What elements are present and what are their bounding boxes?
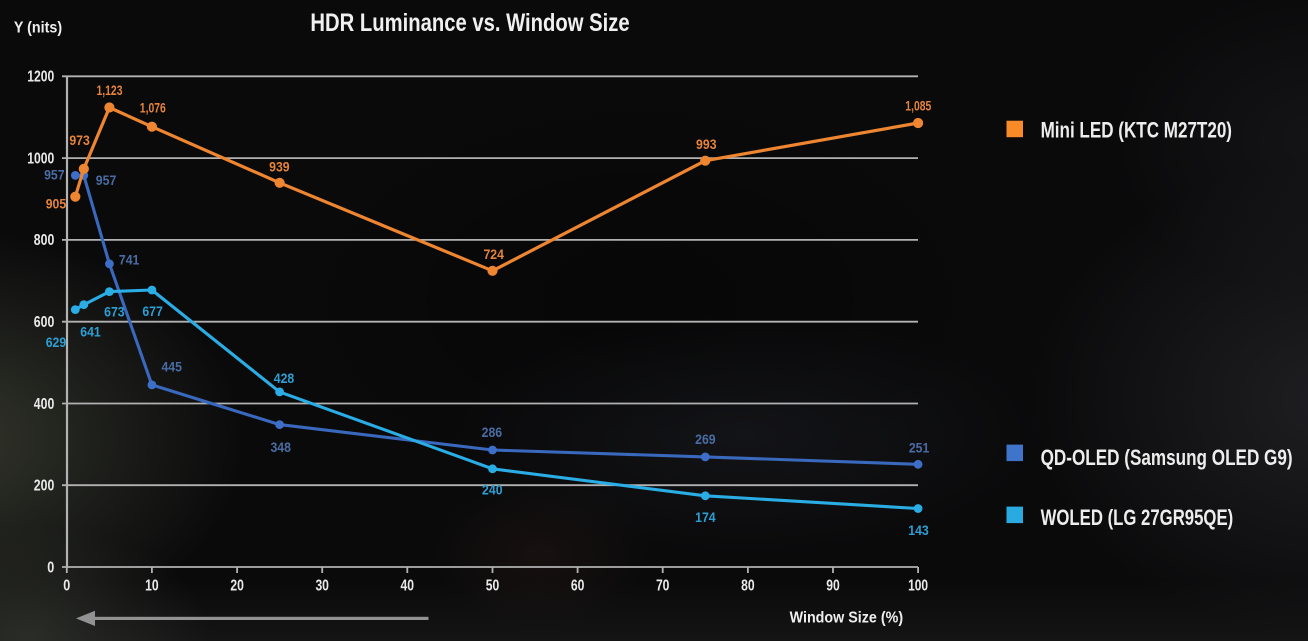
svg-text:240: 240 <box>482 482 503 497</box>
svg-text:251: 251 <box>909 441 930 456</box>
svg-text:0: 0 <box>63 578 70 595</box>
svg-text:1200: 1200 <box>27 69 54 86</box>
svg-text:348: 348 <box>270 440 291 455</box>
svg-text:939: 939 <box>269 160 290 175</box>
svg-text:90: 90 <box>826 578 840 595</box>
svg-text:174: 174 <box>695 510 716 525</box>
svg-text:600: 600 <box>34 314 55 331</box>
svg-text:60: 60 <box>571 578 585 595</box>
svg-text:70: 70 <box>656 578 670 595</box>
svg-text:673: 673 <box>104 305 125 320</box>
svg-text:30: 30 <box>315 578 329 595</box>
svg-text:428: 428 <box>274 371 295 386</box>
svg-text:QD-OLED (Samsung OLED G9): QD-OLED (Samsung OLED G9) <box>1041 445 1293 470</box>
svg-text:269: 269 <box>695 432 716 447</box>
svg-text:100: 100 <box>908 578 928 595</box>
svg-text:677: 677 <box>142 304 163 319</box>
svg-text:1,123: 1,123 <box>97 83 123 98</box>
svg-text:905: 905 <box>46 196 67 211</box>
svg-text:0: 0 <box>47 559 54 576</box>
svg-text:957: 957 <box>44 167 65 182</box>
svg-text:800: 800 <box>34 232 55 249</box>
svg-text:HDR Luminance vs. Window Size: HDR Luminance vs. Window Size <box>310 9 629 37</box>
svg-text:80: 80 <box>741 578 755 595</box>
svg-text:Y (nits): Y (nits) <box>14 20 62 37</box>
svg-text:993: 993 <box>696 137 717 152</box>
svg-text:1000: 1000 <box>27 150 54 167</box>
svg-text:400: 400 <box>34 396 55 413</box>
svg-text:WOLED (LG 27GR95QE): WOLED (LG 27GR95QE) <box>1041 505 1234 530</box>
svg-text:200: 200 <box>34 478 55 495</box>
svg-text:286: 286 <box>482 425 503 440</box>
svg-text:957: 957 <box>96 173 117 188</box>
svg-text:Window Size (%): Window Size (%) <box>790 610 904 627</box>
svg-text:Mini LED (KTC M27T20): Mini LED (KTC M27T20) <box>1041 118 1232 143</box>
svg-text:10: 10 <box>145 578 159 595</box>
svg-text:143: 143 <box>908 523 929 538</box>
svg-text:445: 445 <box>161 360 182 375</box>
svg-text:629: 629 <box>46 335 67 350</box>
svg-text:40: 40 <box>401 578 415 595</box>
svg-text:1,085: 1,085 <box>905 99 931 114</box>
svg-text:1,076: 1,076 <box>140 100 166 115</box>
svg-text:741: 741 <box>119 253 140 268</box>
svg-text:20: 20 <box>230 578 244 595</box>
svg-text:50: 50 <box>486 578 500 595</box>
svg-text:724: 724 <box>483 247 504 262</box>
svg-text:973: 973 <box>69 133 90 148</box>
svg-text:641: 641 <box>80 324 101 339</box>
